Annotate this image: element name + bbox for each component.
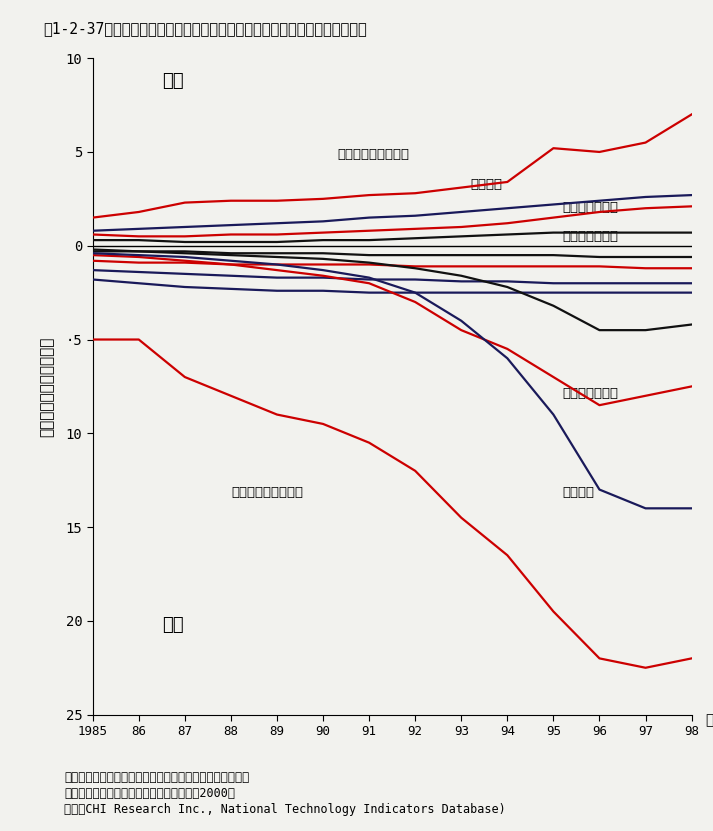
Text: 米国: 米国 <box>162 617 183 634</box>
Text: 生化学・微生物学等: 生化学・微生物学等 <box>231 486 303 499</box>
Text: 医学・獸医学等: 医学・獸医学等 <box>563 201 619 214</box>
Text: （年）: （年） <box>705 713 713 727</box>
Y-axis label: サイエンス・リンケージ: サイエンス・リンケージ <box>39 337 54 436</box>
Text: 有機化学: 有機化学 <box>563 486 595 499</box>
Text: 日本: 日本 <box>162 72 183 91</box>
Text: 医学・獸医学等: 医学・獸医学等 <box>563 386 619 400</box>
Text: 生化学・微生物学等: 生化学・微生物学等 <box>337 148 409 161</box>
Text: 注）サイエンス・リンケージの高い４分野を用いている。: 注）サイエンス・リンケージの高い４分野を用いている。 <box>64 771 250 784</box>
Text: 基本的電気素子: 基本的電気素子 <box>563 230 619 243</box>
Text: 第1-2-37図　主要分野における日本と米国のサイエンス・リンケージの推移: 第1-2-37図 主要分野における日本と米国のサイエンス・リンケージの推移 <box>43 21 366 36</box>
Text: 有機化学: 有機化学 <box>471 179 503 191</box>
Text: 原典（CHI Research Inc., National Technology Indicators Database): 原典（CHI Research Inc., National Technolog… <box>64 803 506 816</box>
Text: 資料：科学技術政策研究所「科学技術指橐2000」: 資料：科学技術政策研究所「科学技術指橐2000」 <box>64 787 235 800</box>
